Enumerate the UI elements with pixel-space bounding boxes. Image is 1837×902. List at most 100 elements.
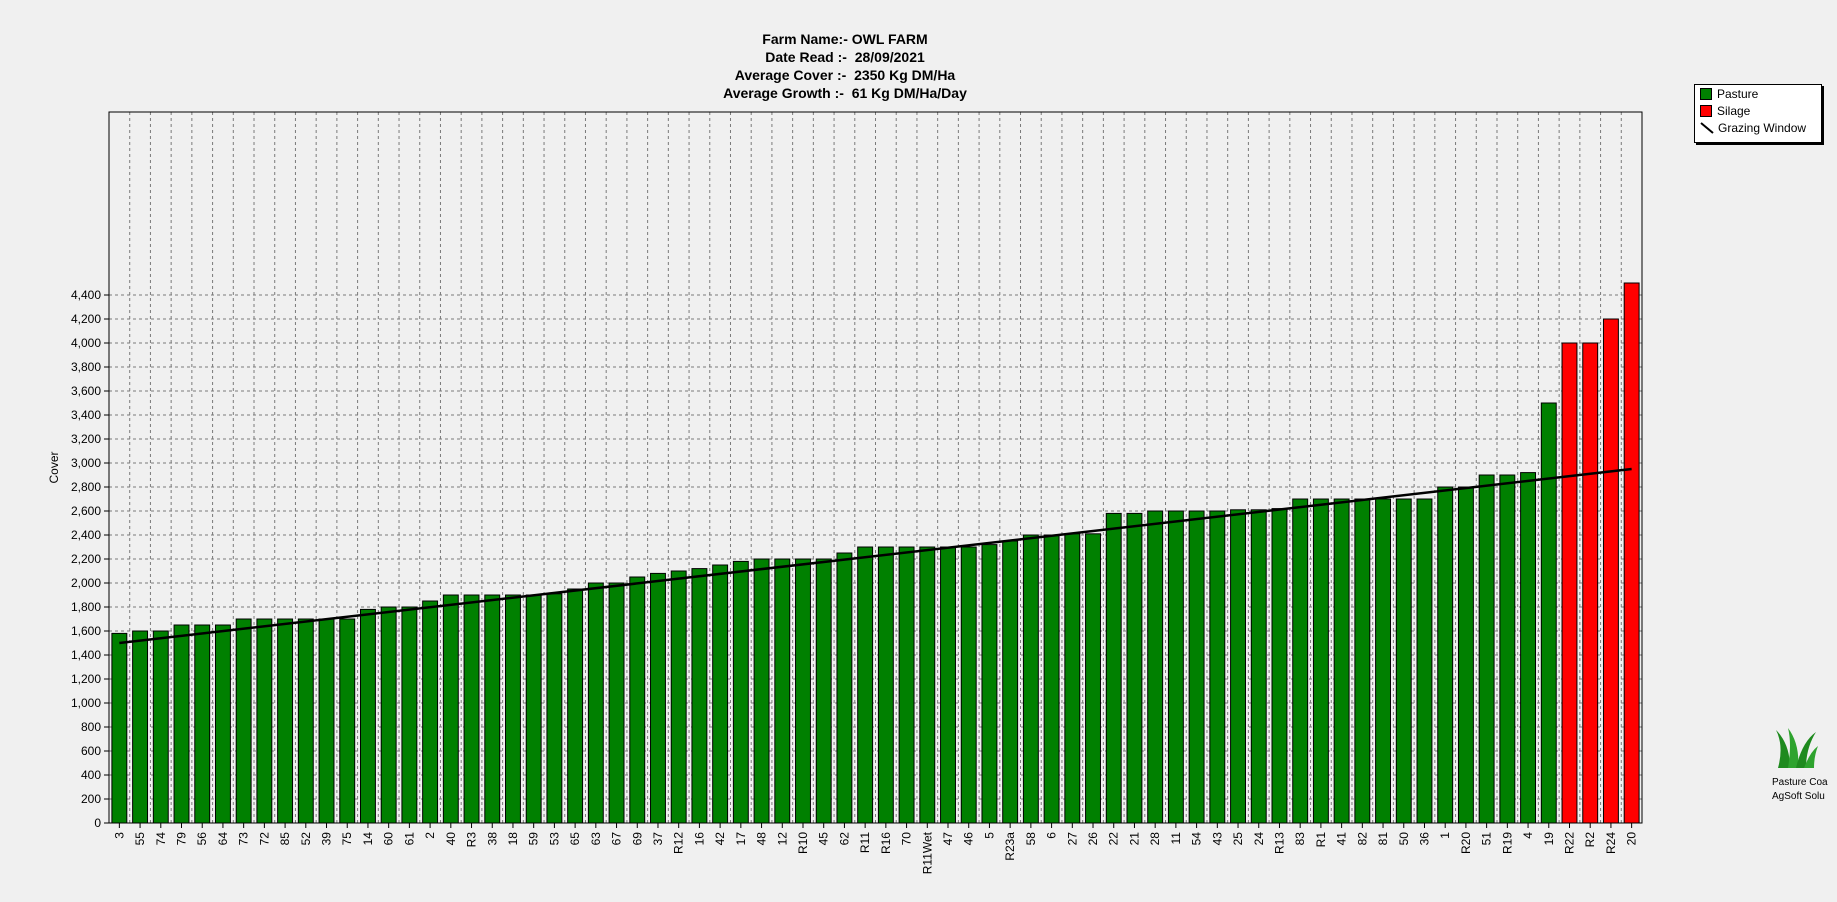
bar-pasture-42: [712, 564, 729, 824]
x-tick-label: 14: [361, 832, 375, 846]
bar-silage-20: [1623, 282, 1640, 824]
bar-pasture-85: [277, 618, 294, 824]
x-tick-label: R2: [1583, 832, 1597, 848]
x-tick-label: R13: [1272, 832, 1286, 854]
bar-pasture-28: [1147, 510, 1164, 824]
x-tick-label: 22: [1107, 832, 1121, 846]
x-tick-label: 20: [1625, 832, 1639, 846]
bar-pasture-82: [1354, 498, 1371, 824]
legend-label-grazing-window: Grazing Window: [1718, 120, 1807, 135]
x-tick-label: R22: [1562, 832, 1576, 854]
bar-pasture-12: [774, 558, 791, 824]
bar-pasture-1: [1437, 486, 1454, 824]
bar-pasture-39: [318, 618, 335, 824]
bar-pasture-R3: [463, 594, 480, 824]
bar-pasture-79: [173, 624, 190, 824]
x-tick-label: 83: [1293, 832, 1307, 846]
x-tick-label: 47: [941, 832, 955, 846]
x-tick-label: R19: [1500, 832, 1514, 854]
chart-titles: Farm Name:- OWL FARM Date Read :- 28/09/…: [0, 30, 1690, 102]
bar-pasture-R19: [1499, 474, 1516, 824]
bar-pasture-24: [1250, 509, 1267, 824]
x-tick-label: 62: [837, 832, 851, 846]
x-tick-label: 18: [506, 832, 520, 846]
x-tick-label: 82: [1355, 832, 1369, 846]
y-tick-label: 3,600: [71, 384, 101, 398]
y-tick-label: 3,400: [71, 408, 101, 422]
x-tick-label: 63: [589, 832, 603, 846]
bar-pasture-27: [1064, 533, 1081, 824]
x-tick-label: 41: [1335, 832, 1349, 846]
bar-pasture-21: [1126, 512, 1143, 824]
y-tick-label: 0: [94, 816, 101, 830]
bar-pasture-R20: [1457, 486, 1474, 824]
x-tick-label: 75: [340, 832, 354, 846]
x-tick-label: 52: [299, 832, 313, 846]
bar-pasture-62: [836, 552, 853, 824]
x-tick-label: 53: [547, 832, 561, 846]
x-tick-label: 39: [320, 832, 334, 846]
x-tick-label: 21: [1127, 832, 1141, 846]
x-tick-label: 2: [423, 832, 437, 839]
legend-item-pasture: Pasture: [1695, 85, 1821, 102]
x-tick-label: 55: [133, 832, 147, 846]
bar-pasture-R13: [1271, 508, 1288, 824]
x-tick-label: 40: [444, 832, 458, 846]
bar-pasture-16: [691, 568, 708, 824]
bar-pasture-45: [815, 558, 832, 824]
x-tick-label: 19: [1542, 832, 1556, 846]
y-tick-label: 400: [81, 768, 101, 782]
bar-silage-R2: [1582, 342, 1599, 824]
x-tick-label: 43: [1210, 832, 1224, 846]
x-tick-label: 26: [1086, 832, 1100, 846]
bar-pasture-4: [1520, 472, 1537, 824]
cover-bar-chart: 0 200 400 600 800 1,000 1,200 1,400 1,600 1,800 2,…: [47, 111, 1643, 874]
y-tick-label: 3,000: [71, 456, 101, 470]
bar-pasture-53: [546, 593, 563, 824]
bar-pasture-18: [505, 594, 521, 824]
bar-pasture-17: [732, 560, 749, 824]
bar-pasture-25: [1230, 509, 1246, 824]
x-tick-label: 4: [1521, 832, 1535, 839]
legend-label-pasture: Pasture: [1717, 86, 1759, 101]
bar-pasture-5: [981, 544, 998, 824]
x-tick-label: 3: [112, 832, 126, 839]
y-tick-label: 1,600: [71, 624, 101, 638]
bar-pasture-72: [256, 618, 273, 824]
x-tick-label: 65: [568, 832, 582, 846]
date-read-title: Date Read :- 28/09/2021: [765, 49, 925, 65]
bar-pasture-75: [339, 618, 356, 824]
chart-legend: Pasture Silage Grazing Window: [1694, 84, 1822, 143]
y-tick-label: 1,800: [71, 600, 101, 614]
x-tick-label: 5: [982, 832, 996, 839]
bar-pasture-41: [1333, 498, 1350, 824]
x-tick-label: R16: [879, 832, 893, 854]
y-tick-label: 3,800: [71, 360, 101, 374]
bar-pasture-50: [1395, 498, 1412, 824]
brand-logo: Pasture Coa AgSoft Solu: [1772, 726, 1837, 804]
bar-pasture-6: [1043, 534, 1060, 824]
bar-pasture-63: [587, 582, 604, 824]
grass-logo-icon: [1776, 728, 1818, 768]
bar-pasture-51: [1478, 474, 1495, 824]
x-tick-label: 64: [216, 832, 230, 846]
bar-pasture-22: [1105, 512, 1122, 824]
y-tick-label: 3,200: [71, 432, 101, 446]
x-tick-label: 42: [713, 832, 727, 846]
y-tick-label: 2,800: [71, 480, 101, 494]
x-tick-label: 28: [1148, 832, 1162, 846]
x-tick-label: 48: [755, 832, 769, 846]
y-tick-label: 2,400: [71, 528, 101, 542]
bar-pasture-74: [152, 630, 169, 824]
bar-pasture-R12: [670, 570, 687, 824]
bar-pasture-36: [1416, 498, 1433, 824]
x-tick-label: 81: [1376, 832, 1390, 846]
x-tick-label: 67: [610, 832, 624, 846]
y-tick-label: 1,200: [71, 672, 101, 686]
y-tick-label: 2,200: [71, 552, 101, 566]
y-tick-label: 4,000: [71, 336, 101, 350]
bar-pasture-52: [297, 618, 314, 824]
y-tick-label: 2,000: [71, 576, 101, 590]
grazing-window-line-icon: [1700, 121, 1714, 134]
bar-pasture-70: [898, 546, 915, 824]
